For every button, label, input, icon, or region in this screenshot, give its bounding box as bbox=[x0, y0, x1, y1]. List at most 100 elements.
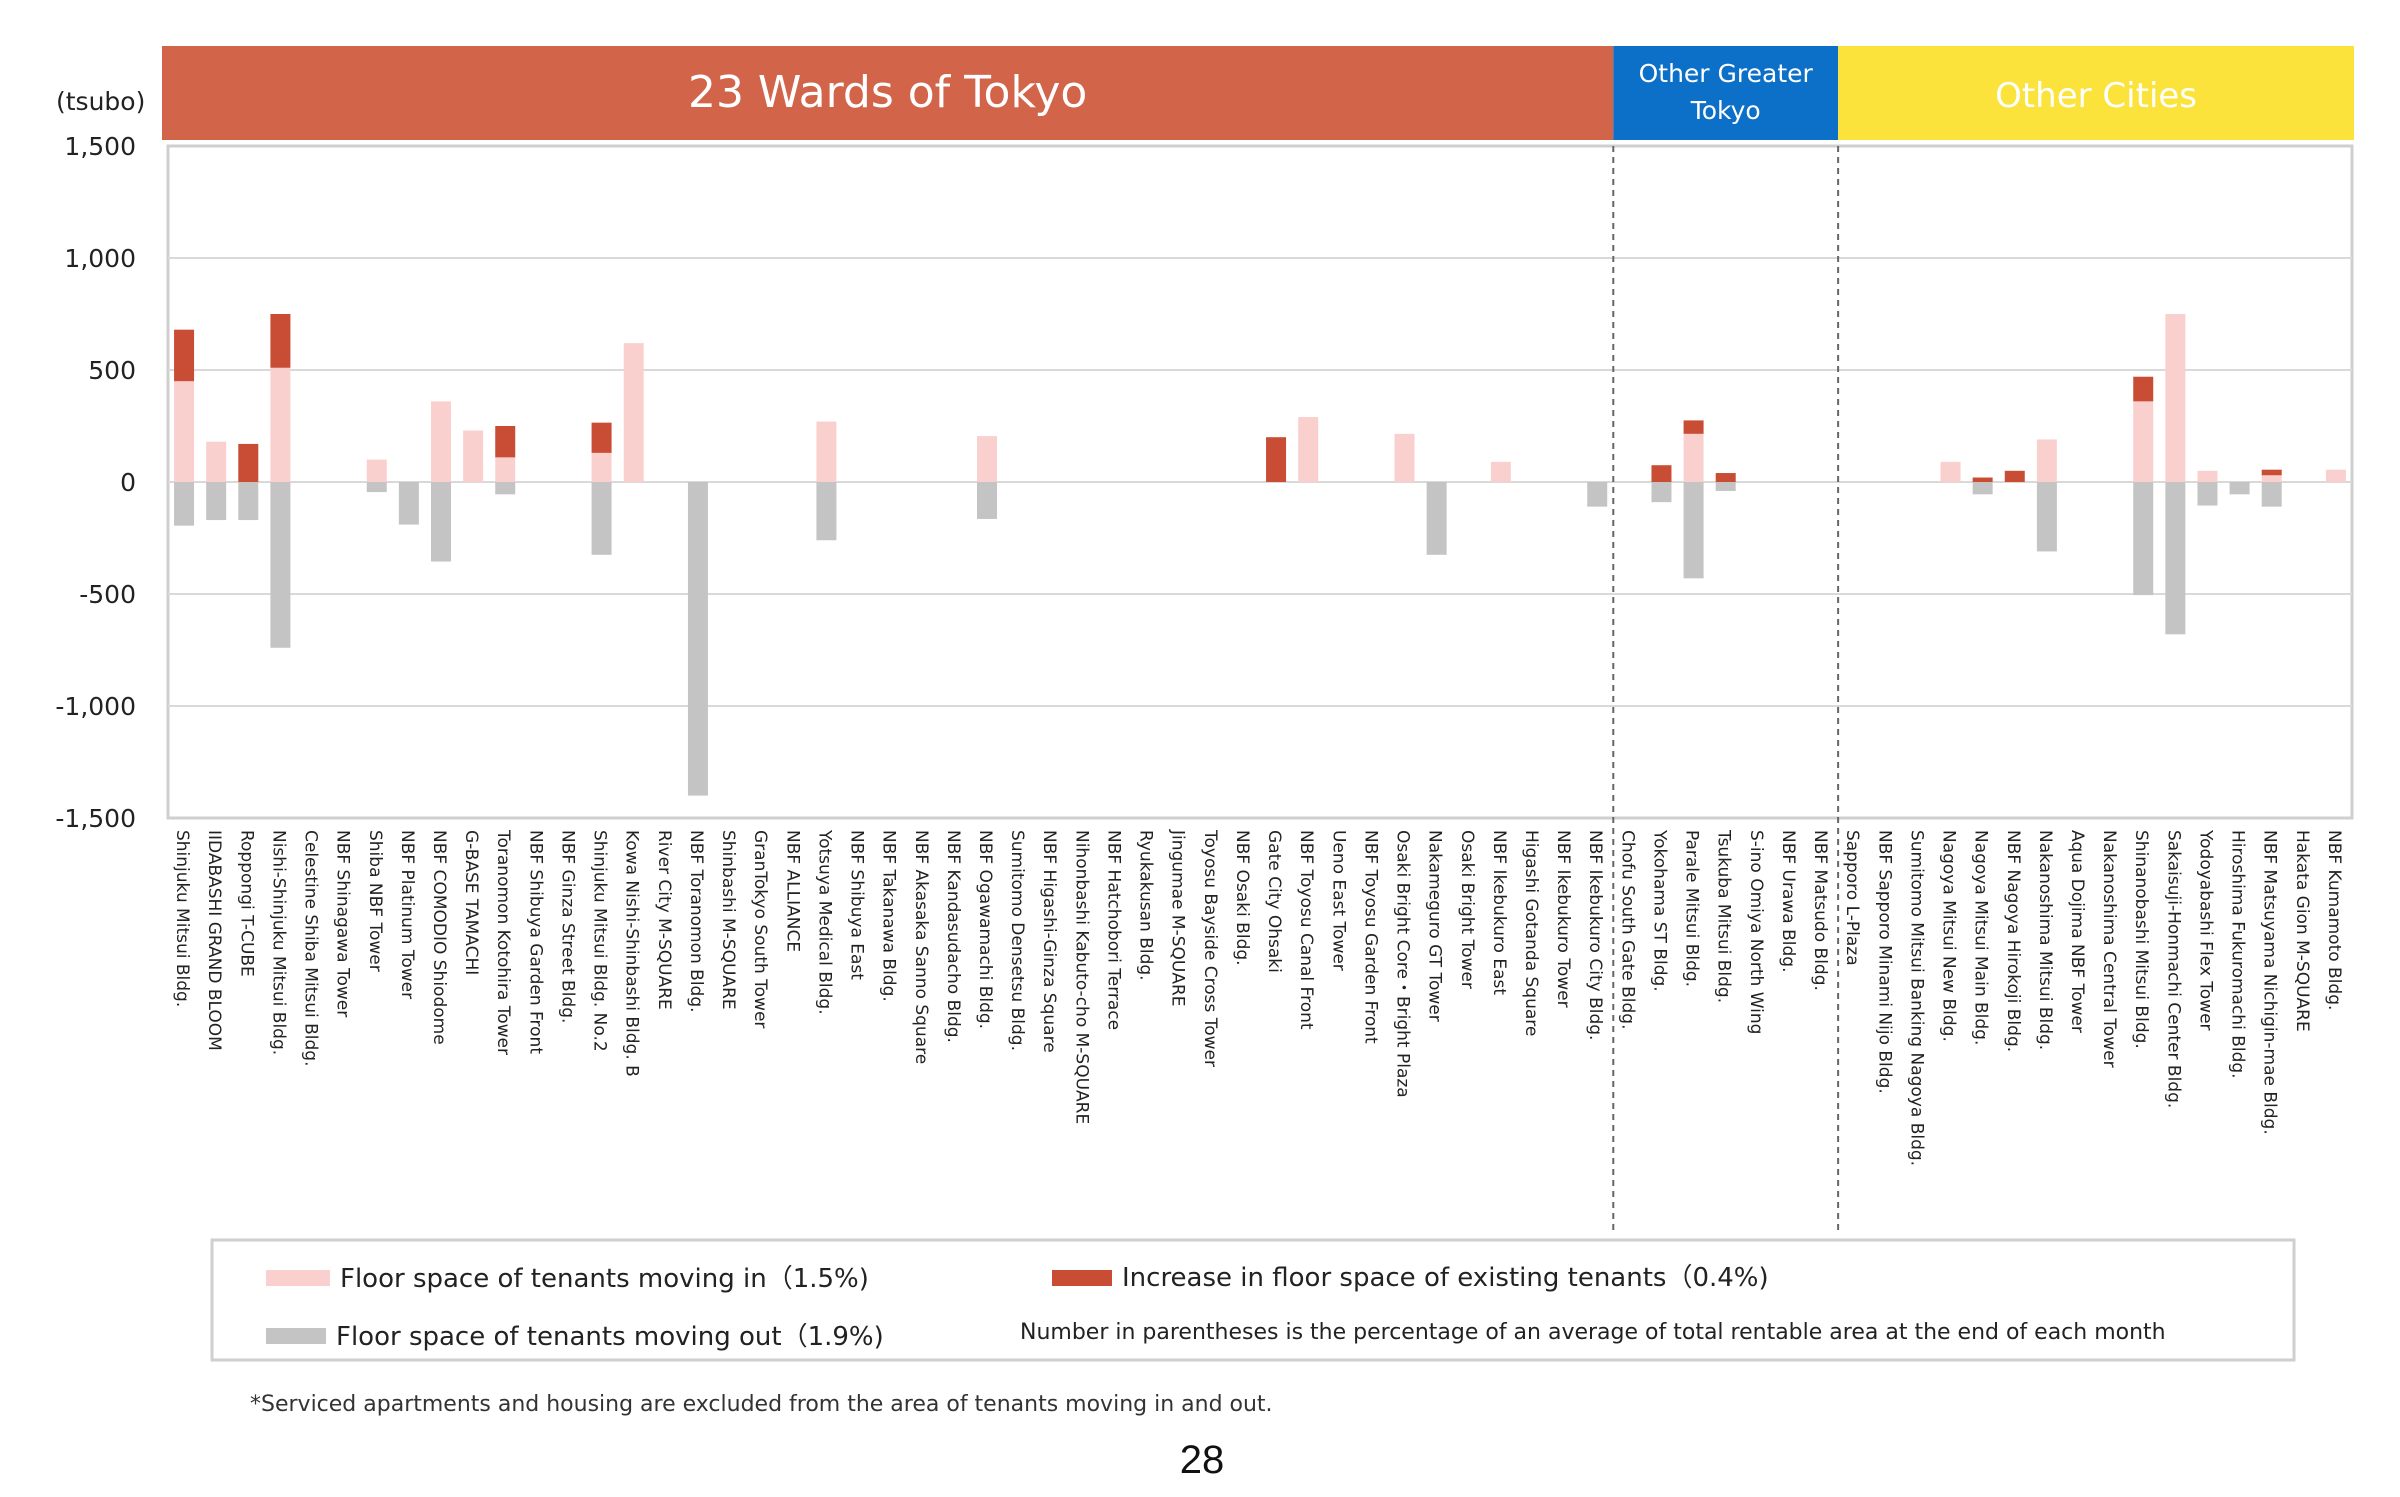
category-label: NBF Sapporo Minami Nijo Bldg. bbox=[1874, 830, 1894, 1094]
category-label: Higashi Gotanda Square bbox=[1521, 830, 1541, 1036]
category-label: NBF Ikebukuro City Bldg. bbox=[1585, 830, 1605, 1040]
bar-moving-out bbox=[1715, 482, 1736, 491]
plot-area bbox=[166, 144, 2354, 1232]
bar-moving-out bbox=[1683, 482, 1704, 579]
bar-moving-out bbox=[977, 482, 997, 519]
category-label: Nishi-Shinjuku Mitsui Bldg. bbox=[268, 830, 288, 1055]
y-axis-unit-label: (tsubo) bbox=[56, 87, 145, 116]
category-label: NBF ALLIANCE bbox=[782, 830, 802, 952]
bar-moving-in bbox=[431, 401, 451, 482]
category-label: NBF Ginza Street Bldg. bbox=[557, 830, 577, 1023]
bar-moving-out bbox=[1972, 482, 1993, 495]
bar-moving-out bbox=[2261, 482, 2282, 507]
category-label: Nagoya Mitsui New Bldg. bbox=[1939, 830, 1959, 1042]
bar-moving-in bbox=[2036, 439, 2057, 482]
category-label: NBF Toyosu Garden Front bbox=[1360, 830, 1380, 1044]
bar-moving-out bbox=[206, 482, 227, 521]
legend-box: Floor space of tenants moving in（1.5%) In… bbox=[210, 1238, 2296, 1362]
bar-moving-out bbox=[366, 482, 387, 493]
category-label: Tsukuba Mitsui Bldg. bbox=[1714, 829, 1734, 1003]
category-label: Nihonbashi Kabuto-cho M-SQUARE bbox=[1071, 830, 1091, 1124]
region-band-label: Tokyo bbox=[1690, 96, 1761, 125]
category-label: NBF Shibuya East bbox=[847, 830, 867, 980]
bar-moving-out bbox=[2229, 482, 2250, 495]
bar-existing-increase bbox=[1651, 465, 1672, 482]
category-label: IIDABASHI GRAND BLOOM bbox=[204, 830, 224, 1051]
bar-existing-increase bbox=[1266, 437, 1287, 482]
y-tick-label: -1,000 bbox=[55, 692, 136, 721]
legend-label-moving-in: Floor space of tenants moving in（1.5%) bbox=[340, 1264, 869, 1294]
bar-existing-increase bbox=[495, 426, 516, 458]
legend-swatch-moving-in bbox=[266, 1270, 330, 1286]
category-label: Shinanobashi Mitsui Bldg. bbox=[2131, 830, 2151, 1049]
category-label: NBF Shinagawa Tower bbox=[333, 830, 353, 1017]
category-label: Kowa Nishi-Shinbashi Bldg. B bbox=[622, 830, 642, 1077]
bar-existing-increase bbox=[238, 443, 259, 482]
category-label: Chofu South Gate Bldg. bbox=[1617, 830, 1637, 1030]
category-label: Nakameguro GT Tower bbox=[1425, 830, 1445, 1022]
bar-moving-out bbox=[2133, 482, 2154, 596]
category-label: Parale Mitsui Bldg. bbox=[1682, 830, 1702, 987]
category-label: Osaki Bright Core・Bright Plaza bbox=[1393, 830, 1413, 1098]
legend-note: Number in parentheses is the percentage … bbox=[1020, 1320, 2166, 1345]
category-label: Nagoya Mitsui Main Bldg. bbox=[1971, 830, 1991, 1045]
bar-moving-out bbox=[398, 482, 419, 525]
category-label: Hiroshima Fukuromachi Bldg. bbox=[2228, 830, 2248, 1079]
category-label: Sapporo L-Plaza bbox=[1842, 830, 1862, 966]
bar-moving-in bbox=[270, 367, 291, 482]
category-label: Gate City Ohsaki bbox=[1264, 830, 1284, 973]
bar-moving-in bbox=[1490, 461, 1511, 482]
legend-label-moving-out: Floor space of tenants moving out（1.9%) bbox=[336, 1322, 884, 1352]
bar-moving-out bbox=[2197, 482, 2218, 506]
bar-moving-out bbox=[687, 482, 708, 796]
category-label: NBF Ikebukuro East bbox=[1489, 830, 1509, 995]
category-label: Shinjuku Mitsui Bldg. No.2 bbox=[590, 830, 610, 1052]
region-band-label: Other Greater bbox=[1639, 59, 1814, 88]
category-label: NBF Platinum Tower bbox=[397, 830, 417, 999]
bar-moving-in bbox=[2165, 314, 2186, 482]
category-label: NBF Takanawa Bldg. bbox=[879, 830, 899, 1002]
category-label: Hakata Gion M-SQUARE bbox=[2292, 830, 2312, 1032]
y-axis-ticks: 1,500 1,000 500 0 -500 -1,000 -1,500 bbox=[55, 132, 136, 833]
category-label: Ryukakusan Bldg. bbox=[1136, 830, 1156, 981]
category-label: Nakanoshima Mitsui Bldg. bbox=[2035, 830, 2055, 1050]
bar-moving-in bbox=[1394, 433, 1415, 482]
category-label: GranTokyo South Tower bbox=[750, 830, 770, 1028]
y-tick-label: 1,500 bbox=[64, 132, 136, 161]
category-label: NBF Nagoya Hirokoji Bldg. bbox=[2003, 830, 2023, 1052]
bar-moving-in bbox=[623, 343, 644, 482]
y-tick-label: 0 bbox=[120, 468, 136, 497]
bar-moving-in bbox=[463, 430, 484, 482]
legend-label-existing-increase: Increase in floor space of existing tena… bbox=[1122, 1263, 1769, 1293]
bar-moving-out bbox=[1587, 482, 1608, 507]
legend-swatch-existing-increase bbox=[1052, 1270, 1112, 1286]
category-label: NBF Matsuyama Nichigin-mae Bldg. bbox=[2260, 830, 2280, 1135]
category-label: NBF Kumamoto Bldg. bbox=[2324, 830, 2344, 1010]
region-band bbox=[1838, 46, 2354, 140]
bar-moving-in bbox=[366, 459, 387, 482]
bar-moving-in bbox=[495, 457, 516, 482]
category-label: Toyosu Bayside Cross Tower bbox=[1200, 829, 1220, 1067]
bars bbox=[174, 314, 2346, 796]
category-label: NBF Osaki Bldg. bbox=[1232, 830, 1252, 966]
category-label: Shiba NBF Tower bbox=[365, 830, 385, 972]
bar-moving-in bbox=[1940, 461, 1961, 482]
category-label: G-BASE TAMACHI bbox=[461, 830, 481, 975]
footnote: *Serviced apartments and housing are exc… bbox=[250, 1392, 1273, 1417]
category-label: Aqua Dojima NBF Tower bbox=[2067, 830, 2087, 1033]
category-label: Shinbashi M-SQUARE bbox=[718, 830, 738, 1010]
category-label: Sakaisuji-Honmachi Center Bldg. bbox=[2163, 830, 2183, 1108]
category-label: Sumitomo Densetsu Bldg. bbox=[1007, 830, 1027, 1051]
bar-moving-in bbox=[2325, 469, 2346, 482]
category-label: Jingumae M-SQUARE bbox=[1168, 829, 1188, 1007]
category-label: Yodoyabashi Flex Tower bbox=[2195, 829, 2215, 1031]
bar-moving-in bbox=[1298, 417, 1319, 482]
bar-moving-out bbox=[2165, 482, 2186, 635]
bar-existing-increase bbox=[2133, 376, 2154, 402]
y-tick-label: -500 bbox=[79, 580, 136, 609]
bar-moving-out bbox=[174, 482, 195, 526]
bar-moving-in bbox=[206, 441, 227, 482]
category-label: NBF Toyosu Canal Front bbox=[1296, 830, 1316, 1030]
category-label: NBF Matsudo Bldg. bbox=[1810, 830, 1830, 991]
